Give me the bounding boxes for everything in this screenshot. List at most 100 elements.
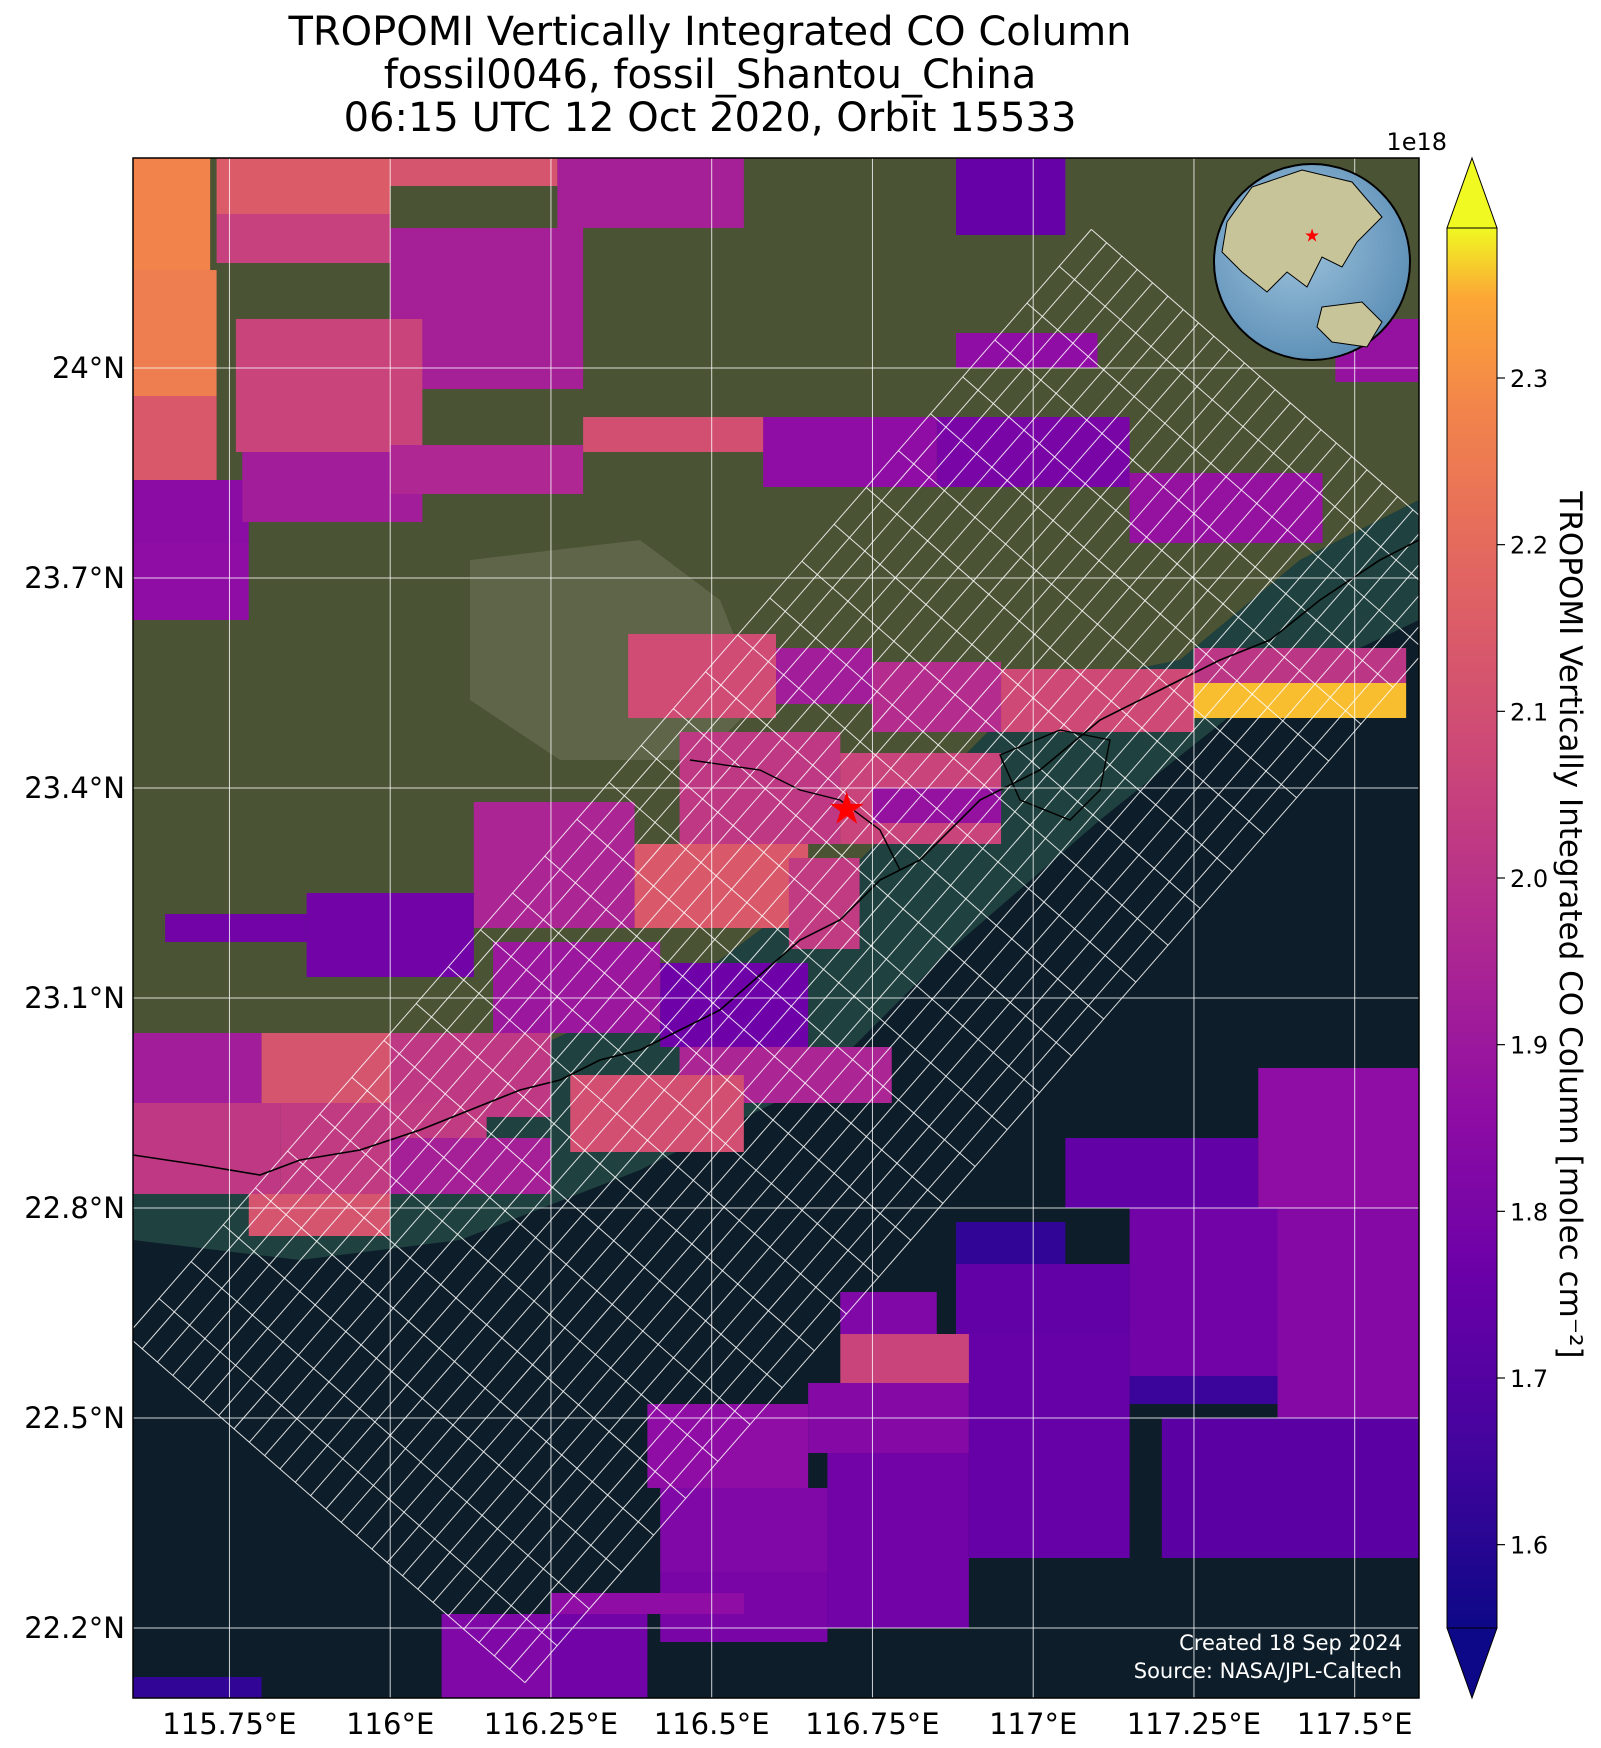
lon-tick-label: 116°E: [346, 1707, 434, 1741]
target-grid-line: [218, 309, 1184, 1416]
target-grid-line: [141, 242, 1108, 1350]
target-grid-line: [248, 335, 1215, 1443]
target-grid-line: [417, 482, 1383, 1590]
co-cell: [235, 319, 423, 452]
credit-source: Source: NASA/JPL-Caltech: [1134, 1659, 1402, 1683]
globe-site-marker: ★: [1304, 226, 1320, 247]
co-cell: [493, 942, 661, 1033]
co-cell: [133, 543, 249, 620]
co-cell: [261, 1033, 391, 1103]
co-cell: [583, 417, 776, 452]
colorbar-tick-label: 1.9: [1510, 1032, 1548, 1060]
globe-australia: [1316, 301, 1383, 348]
co-cell: [133, 396, 217, 480]
co-cell: [216, 214, 391, 263]
gridlines: [133, 158, 1419, 1698]
co-cell: [956, 1264, 1130, 1334]
target-grid-line: [371, 442, 1337, 1550]
co-cell: [570, 1075, 744, 1152]
co-cell: [872, 788, 1002, 823]
river-outline: [689, 759, 901, 871]
co-cell: [1129, 1376, 1278, 1404]
co-cell: [1161, 1418, 1419, 1558]
target-grid-line: [402, 469, 1368, 1577]
lon-tick-label: 116.25°E: [484, 1707, 618, 1741]
co-cell: [133, 270, 217, 396]
colorbar: 1.6 1.7 1.8 1.9 2.0 2.1 2.2 2.3 1e18 TROPOMI Ve…: [1386, 128, 1588, 1700]
target-grid-line: [233, 322, 1199, 1430]
map-area: ★ ★ Created 18 Sep 2024 Source: NASA/JPL…: [133, 158, 1419, 1698]
lon-tick-label: 117°E: [989, 1707, 1077, 1741]
co-cell: [133, 1677, 262, 1698]
co-cell: [634, 844, 809, 928]
co-cell: [968, 1334, 1130, 1558]
lat-tick-label: 23.1°N: [24, 981, 125, 1015]
target-grid-line: [264, 349, 1230, 1456]
target-grid-line: [172, 269, 1138, 1376]
co-cell: [133, 1103, 281, 1194]
co-cell: [763, 417, 937, 487]
co-cell: [1129, 1208, 1291, 1376]
target-grid-line: [448, 509, 1414, 1617]
co-cell: [840, 1292, 937, 1334]
co-cell: [390, 1138, 551, 1194]
lon-tick-label: 115.75°E: [162, 1707, 296, 1741]
co-cell: [1277, 1208, 1419, 1418]
co-cell: [557, 158, 744, 228]
co-cell: [390, 445, 584, 494]
inset-globe: ★: [1213, 163, 1411, 361]
colorbar-tick-label: 2.2: [1510, 532, 1548, 560]
co-cell: [133, 1033, 262, 1103]
target-grid-line: [386, 456, 1353, 1563]
co-cell: [165, 914, 307, 942]
target-grid-line: [493, 594, 1419, 1657]
lat-tick-label: 23.7°N: [24, 561, 125, 595]
co-cell: [956, 158, 1066, 235]
credit-created: Created 18 Sep 2024: [1179, 1631, 1402, 1655]
target-grid-line: [524, 656, 1419, 1683]
colorbar-gradient: [1446, 227, 1498, 1629]
lat-tick-label: 22.2°N: [24, 1611, 125, 1645]
colorbar-tick-label: 2.3: [1510, 365, 1548, 393]
lon-tick-label: 116.75°E: [805, 1707, 939, 1741]
target-grid-line: [203, 295, 1169, 1403]
target-grid-line: [187, 282, 1153, 1390]
co-cell: [1065, 1138, 1259, 1208]
colorbar-tick-label: 2.0: [1510, 865, 1548, 893]
title-line-1: TROPOMI Vertically Integrated CO Column: [288, 9, 1132, 55]
longitude-tick-labels: 115.75°E 116°E 116.25°E 116.5°E 116.75°E 117°…: [162, 1707, 1412, 1741]
co-cell: [660, 1488, 828, 1572]
target-grid-line: [356, 429, 1322, 1537]
target-grid-line: [133, 229, 1092, 1330]
co-cell: [133, 158, 211, 270]
target-grid-line: [157, 255, 1123, 1363]
title-line-2: fossil0046, fossil_Shantou_China: [383, 52, 1037, 98]
lat-tick-label: 24°N: [52, 351, 125, 385]
globe-landmass: [1221, 169, 1383, 293]
colorbar-exponent: 1e18: [1386, 128, 1447, 156]
co-cell: [776, 648, 873, 704]
lon-tick-label: 117.5°E: [1297, 1707, 1413, 1741]
colorbar-label: TROPOMI Vertically Integrated CO Column …: [1552, 490, 1588, 1358]
target-grid-line: [509, 625, 1419, 1670]
target-grid-line: [463, 533, 1419, 1630]
co-cell: [473, 802, 635, 928]
target-grid-line: [279, 362, 1245, 1470]
co-cell: [550, 1593, 744, 1614]
co-cell: [956, 333, 1098, 368]
title-line-3: 06:15 UTC 12 Oct 2020, Orbit 15533: [343, 95, 1077, 141]
colorbar-tick-label: 1.8: [1510, 1198, 1548, 1226]
colorbar-tick-label: 1.6: [1510, 1532, 1548, 1560]
lat-tick-label: 22.5°N: [24, 1401, 125, 1435]
co-cell: [647, 1404, 809, 1488]
lat-tick-label: 23.4°N: [24, 771, 125, 805]
co-cell: [1258, 1068, 1419, 1208]
co-cell: [1193, 648, 1407, 683]
co-cell: [827, 1453, 969, 1628]
colorbar-extend-top: [1446, 156, 1498, 229]
co-cell: [550, 1614, 648, 1698]
colorbar-ticks: 1.6 1.7 1.8 1.9 2.0 2.1 2.2 2.3: [1497, 365, 1548, 1560]
target-grid-overlay: [133, 229, 1419, 1683]
lon-tick-label: 116.5°E: [654, 1707, 770, 1741]
